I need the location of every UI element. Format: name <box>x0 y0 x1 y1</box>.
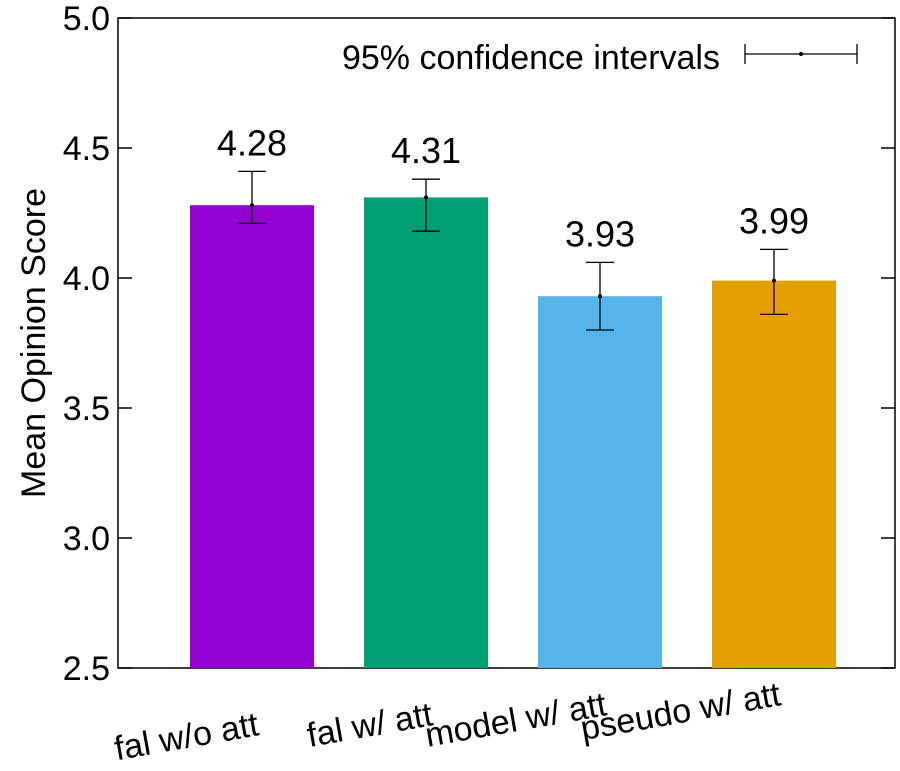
error-bar <box>586 261 614 331</box>
legend-errorbar-symbol <box>744 44 858 64</box>
error-bars <box>238 170 788 331</box>
legend: 95% confidence intervals <box>342 39 858 77</box>
plot-frame <box>117 17 896 669</box>
value-labels: 4.28 4.31 3.93 3.99 <box>217 122 809 254</box>
plot-border <box>117 17 896 669</box>
error-bar <box>238 170 266 225</box>
y-tick-label: 3.5 <box>63 390 110 428</box>
y-tick-label: 2.5 <box>63 650 110 688</box>
value-label: 4.28 <box>217 122 287 163</box>
y-tick-label: 4.0 <box>63 260 110 298</box>
legend-errorbar-point <box>799 52 803 56</box>
error-bar <box>412 178 440 232</box>
y-tick-label: 5.0 <box>63 0 110 38</box>
bar <box>364 197 488 668</box>
bars <box>190 197 836 668</box>
bar <box>712 280 836 668</box>
y-tick-label: 3.0 <box>63 520 110 558</box>
value-label: 4.31 <box>391 130 461 171</box>
error-bar <box>760 248 788 316</box>
value-label: 3.99 <box>739 200 809 241</box>
y-axis-title: Mean Opinion Score <box>15 188 53 498</box>
x-tick-label: fal w/o att <box>111 705 261 768</box>
error-bar-point <box>772 278 776 283</box>
value-label: 3.93 <box>565 213 635 254</box>
bar <box>190 205 314 668</box>
error-bar-point <box>250 203 254 208</box>
error-bar-point <box>424 195 428 200</box>
bar <box>538 296 662 668</box>
x-tick-label: pseudo w/ att <box>578 675 784 748</box>
y-axis: 2.5 3.0 3.5 4.0 4.5 5.0 <box>63 0 895 688</box>
y-tick-label: 4.5 <box>63 130 110 168</box>
error-bar-point <box>598 294 602 299</box>
x-tick-label: fal w/ att <box>304 695 436 755</box>
legend-label: 95% confidence intervals <box>342 39 720 77</box>
